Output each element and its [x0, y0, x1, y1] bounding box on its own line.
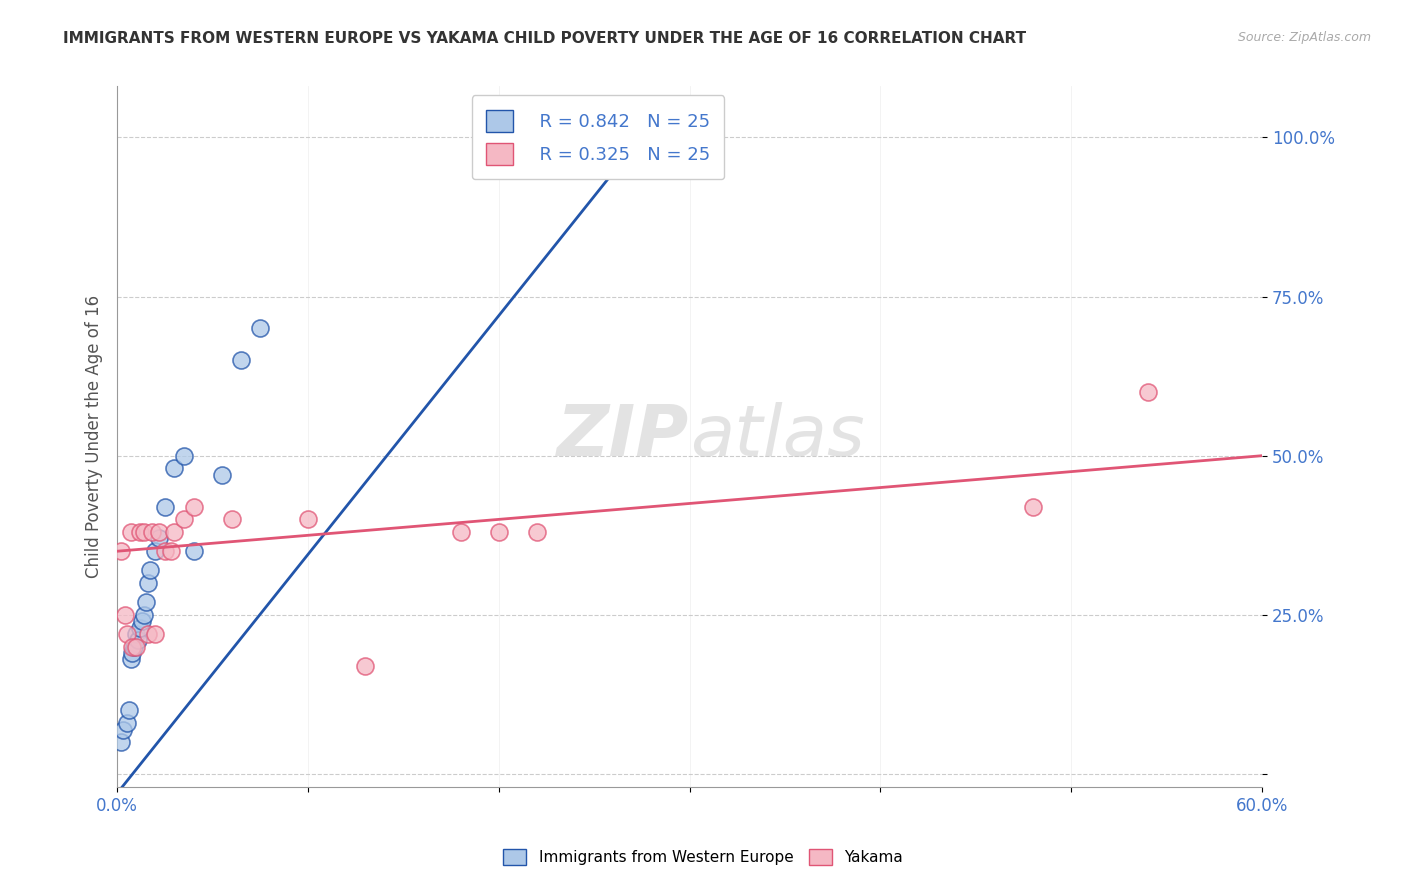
Legend: Immigrants from Western Europe, Yakama: Immigrants from Western Europe, Yakama: [498, 843, 908, 871]
Point: [117, 703, 139, 717]
Point: [125, 640, 148, 654]
Point: [132, 607, 155, 622]
Point: [163, 461, 186, 475]
Point: [143, 544, 166, 558]
Point: [129, 525, 152, 540]
Point: [211, 467, 233, 482]
Point: [132, 525, 155, 540]
Text: atlas: atlas: [689, 402, 865, 471]
Point: [173, 512, 195, 526]
Point: [602, 149, 624, 163]
Point: [131, 614, 153, 628]
Point: [120, 525, 142, 540]
Point: [183, 500, 205, 514]
Point: [114, 607, 136, 622]
Text: IMMIGRANTS FROM WESTERN EUROPE VS YAKAMA CHILD POVERTY UNDER THE AGE OF 16 CORRE: IMMIGRANTS FROM WESTERN EUROPE VS YAKAMA…: [63, 31, 1026, 46]
Point: [173, 449, 195, 463]
Point: [115, 716, 138, 731]
Point: [488, 525, 510, 540]
Point: [183, 544, 205, 558]
Point: [1022, 500, 1045, 514]
Text: ZIP: ZIP: [557, 402, 689, 471]
Point: [354, 658, 377, 673]
Point: [163, 525, 186, 540]
Point: [249, 321, 271, 335]
Point: [120, 652, 142, 666]
Point: [121, 646, 143, 660]
Y-axis label: Child Poverty Under the Age of 16: Child Poverty Under the Age of 16: [86, 295, 103, 578]
Point: [148, 525, 170, 540]
Point: [1136, 384, 1159, 399]
Point: [141, 525, 163, 540]
Point: [143, 627, 166, 641]
Point: [115, 627, 138, 641]
Point: [297, 512, 319, 526]
Point: [111, 723, 134, 737]
Point: [136, 576, 159, 591]
Point: [153, 500, 176, 514]
Point: [110, 544, 132, 558]
Text: Source: ZipAtlas.com: Source: ZipAtlas.com: [1237, 31, 1371, 45]
Point: [526, 525, 548, 540]
Point: [127, 633, 149, 648]
Point: [231, 353, 253, 368]
Point: [221, 512, 243, 526]
Point: [121, 640, 143, 654]
Point: [159, 544, 181, 558]
Legend:   R = 0.842   N = 25,   R = 0.325   N = 25: R = 0.842 N = 25, R = 0.325 N = 25: [471, 95, 724, 179]
Point: [136, 627, 159, 641]
Point: [110, 735, 132, 749]
Point: [148, 532, 170, 546]
Point: [135, 595, 157, 609]
Point: [138, 563, 160, 577]
Point: [124, 640, 146, 654]
Point: [129, 621, 152, 635]
Point: [153, 544, 176, 558]
Point: [450, 525, 472, 540]
Point: [125, 627, 148, 641]
